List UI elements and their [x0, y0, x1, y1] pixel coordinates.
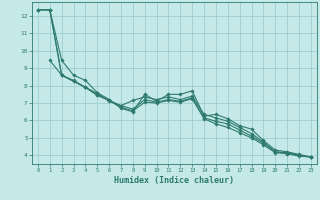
X-axis label: Humidex (Indice chaleur): Humidex (Indice chaleur) — [115, 176, 234, 185]
